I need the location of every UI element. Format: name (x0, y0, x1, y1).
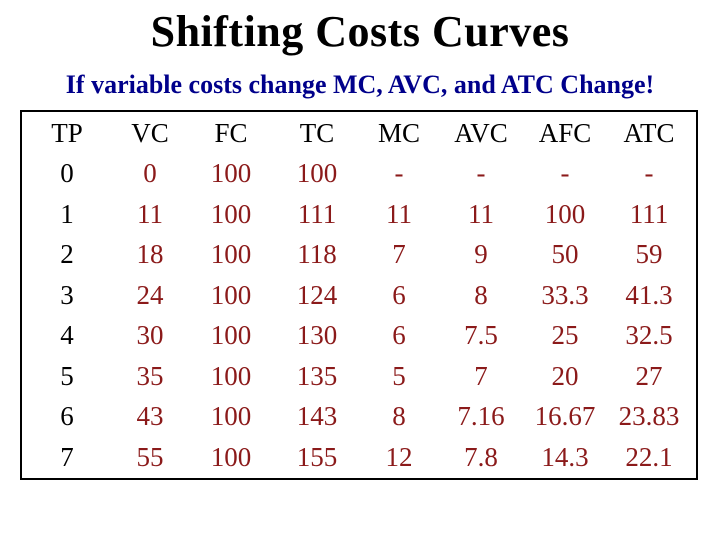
cell-afc: - (560, 158, 570, 189)
cell-mc: 5 (392, 360, 406, 391)
cell-vc: 0 (143, 158, 157, 189)
cell-fc: 100 (210, 239, 252, 270)
cell-tc: 155 (296, 441, 338, 472)
cell-avc: 7.8 (464, 441, 498, 472)
cell-atc: 23.83 (618, 401, 680, 432)
cell-mc: 12 (385, 441, 413, 472)
cell-avc: 11 (468, 198, 494, 229)
cell-atc: 59 (635, 239, 663, 270)
header-row: TP VC FC TC MC AVC AFC ATC (22, 113, 692, 154)
cell-fc: 100 (210, 401, 252, 432)
cell-fc: 100 (210, 441, 252, 472)
cell-tp: 0 (60, 158, 74, 189)
cell-afc: 14.3 (541, 441, 589, 472)
cell-tp: 3 (60, 279, 74, 310)
table-row: 5 35 100 135 5 7 20 27 (22, 356, 692, 397)
cell-avc: - (476, 158, 486, 189)
header-fc: FC (214, 117, 248, 148)
table-row: 1 11 100 111 11 11 100 111 (22, 194, 692, 235)
header-atc: ATC (623, 117, 675, 148)
cell-vc: 30 (136, 320, 164, 351)
cell-afc: 33.3 (541, 279, 589, 310)
cell-tc: 118 (297, 239, 337, 270)
cell-vc: 18 (136, 239, 164, 270)
cell-tp: 2 (60, 239, 74, 270)
cell-fc: 100 (210, 279, 252, 310)
table-row: 6 43 100 143 8 7.16 16.67 23.83 (22, 397, 692, 438)
cell-atc: 27 (635, 360, 663, 391)
cell-tp: 6 (60, 401, 74, 432)
cell-afc: 20 (551, 360, 579, 391)
cell-fc: 100 (210, 198, 252, 229)
header-avc: AVC (454, 117, 508, 148)
cell-atc: 111 (629, 198, 669, 229)
table-frame (20, 110, 698, 480)
cell-mc: 11 (386, 198, 412, 229)
cell-atc: - (644, 158, 654, 189)
header-mc: MC (377, 117, 421, 148)
cell-mc: 6 (392, 279, 406, 310)
subtitle: If variable costs change MC, AVC, and AT… (65, 70, 655, 99)
cell-fc: 100 (210, 320, 252, 351)
cell-vc: 11 (137, 198, 163, 229)
cell-tc: 124 (296, 279, 338, 310)
cell-fc: 100 (210, 360, 252, 391)
cell-atc: 32.5 (625, 320, 673, 351)
cell-avc: 9 (474, 239, 488, 270)
cell-tc: 111 (297, 198, 337, 229)
cell-avc: 8 (474, 279, 488, 310)
cell-vc: 43 (136, 401, 164, 432)
cell-tp: 4 (60, 320, 74, 351)
table-row: 7 55 100 155 12 7.8 14.3 22.1 (22, 437, 692, 478)
cell-mc: 6 (392, 320, 406, 351)
header-afc: AFC (538, 117, 592, 148)
cell-afc: 25 (551, 320, 579, 351)
cell-mc: - (394, 158, 404, 189)
cell-mc: 8 (392, 401, 406, 432)
cell-atc: 41.3 (625, 279, 673, 310)
header-vc: VC (131, 117, 169, 148)
cell-tp: 5 (60, 360, 74, 391)
cell-avc: 7.5 (464, 320, 498, 351)
header-tc: TC (299, 117, 335, 148)
cell-vc: 35 (136, 360, 164, 391)
cell-tc: 143 (296, 401, 338, 432)
cell-afc: 16.67 (534, 401, 596, 432)
cell-avc: 7 (474, 360, 488, 391)
table-row: 3 24 100 124 6 8 33.3 41.3 (22, 275, 692, 316)
cell-afc: 100 (544, 198, 586, 229)
table-row: 0 0 100 100 - - - - (22, 154, 692, 195)
cell-vc: 24 (136, 279, 164, 310)
table-row: 4 30 100 130 6 7.5 25 32.5 (22, 316, 692, 357)
cell-fc: 100 (210, 158, 252, 189)
header-tp: TP (51, 117, 83, 148)
cell-avc: 7.16 (457, 401, 505, 432)
cell-vc: 55 (136, 441, 164, 472)
cell-afc: 50 (551, 239, 579, 270)
cell-tp: 7 (60, 441, 74, 472)
cell-tc: 100 (296, 158, 338, 189)
cell-mc: 7 (392, 239, 406, 270)
cell-tp: 1 (60, 198, 74, 229)
cell-atc: 22.1 (625, 441, 673, 472)
page-title: Shifting Costs Curves (150, 7, 570, 56)
table-row: 2 18 100 118 7 9 50 59 (22, 235, 692, 276)
cell-tc: 135 (296, 360, 338, 391)
cell-tc: 130 (296, 320, 338, 351)
cost-table: TP VC FC TC MC AVC AFC ATC 0 0 100 100 - - - - 1… (22, 113, 692, 478)
